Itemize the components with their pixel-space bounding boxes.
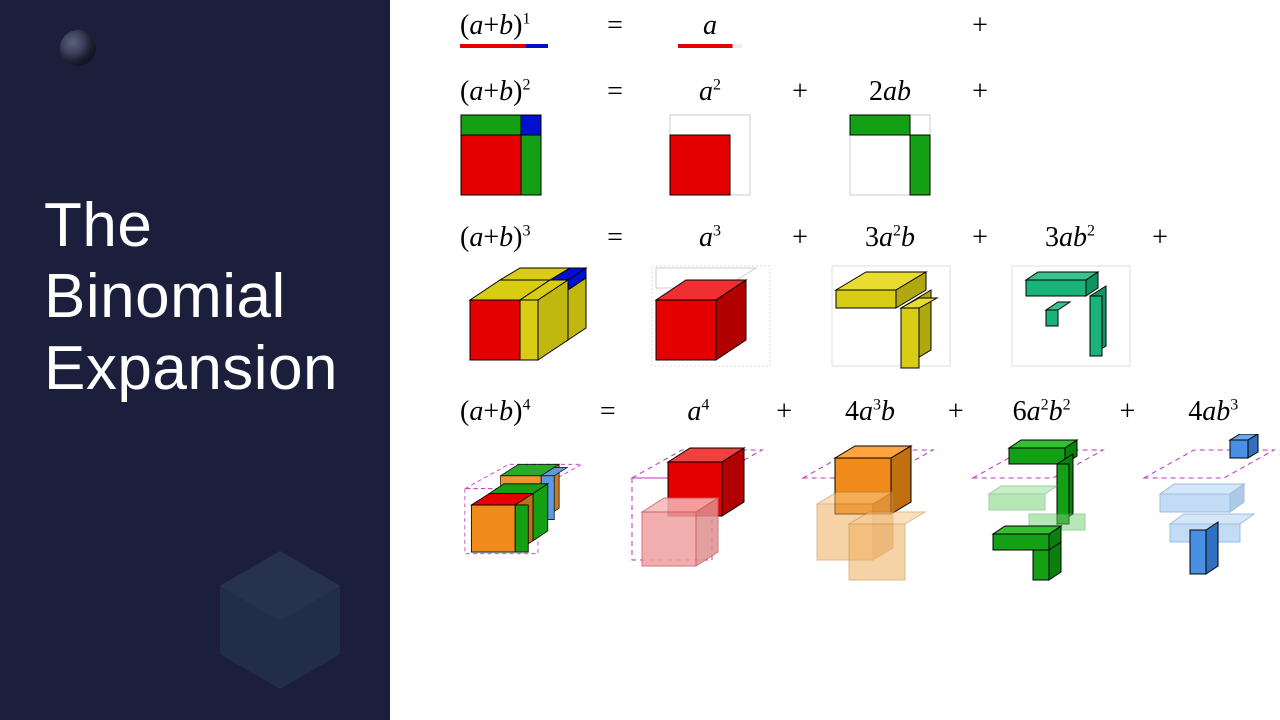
cube-ab3: [460, 260, 588, 370]
tesseract-6a2b2: [969, 434, 1109, 584]
tesseract-4a3b: [799, 434, 939, 584]
graphics-row-2: [460, 114, 1280, 196]
term-1-a: a: [640, 10, 780, 42]
lhs-1: (a+b)1: [460, 10, 590, 42]
slide-title: TheBinomialExpansion: [44, 190, 338, 404]
square-ab: [460, 114, 542, 196]
hexagon-decoration: [220, 550, 340, 690]
equation-row-1: (a+b)1 = a +: [460, 10, 1280, 42]
title-panel: TheBinomialExpansion: [0, 0, 390, 720]
cube-a3: [646, 260, 774, 370]
equation-row-3: (a+b)3 = a3 + 3a2b + 3ab2 +: [460, 222, 1280, 254]
moon-icon: [60, 30, 96, 66]
square-a2: [669, 114, 751, 196]
graphics-row-4: [460, 434, 1280, 584]
diagram-panel: (a+b)1 = a + (a+b)2 = a2 + 2ab +: [390, 0, 1280, 720]
equation-row-4: (a+b)4 = a4 + 4a3b + 6a2b2 + 4ab3: [460, 396, 1280, 428]
square-2ab: [849, 114, 931, 196]
tesseract-ab4: [460, 434, 590, 584]
cube-3ab2: [1006, 260, 1134, 370]
tesseract-a4: [628, 434, 768, 584]
cube-3a2b: [826, 260, 954, 370]
graphics-row-3: [460, 260, 1280, 370]
equation-row-2: (a+b)2 = a2 + 2ab +: [460, 76, 1280, 108]
tesseract-4ab3: [1140, 434, 1280, 584]
